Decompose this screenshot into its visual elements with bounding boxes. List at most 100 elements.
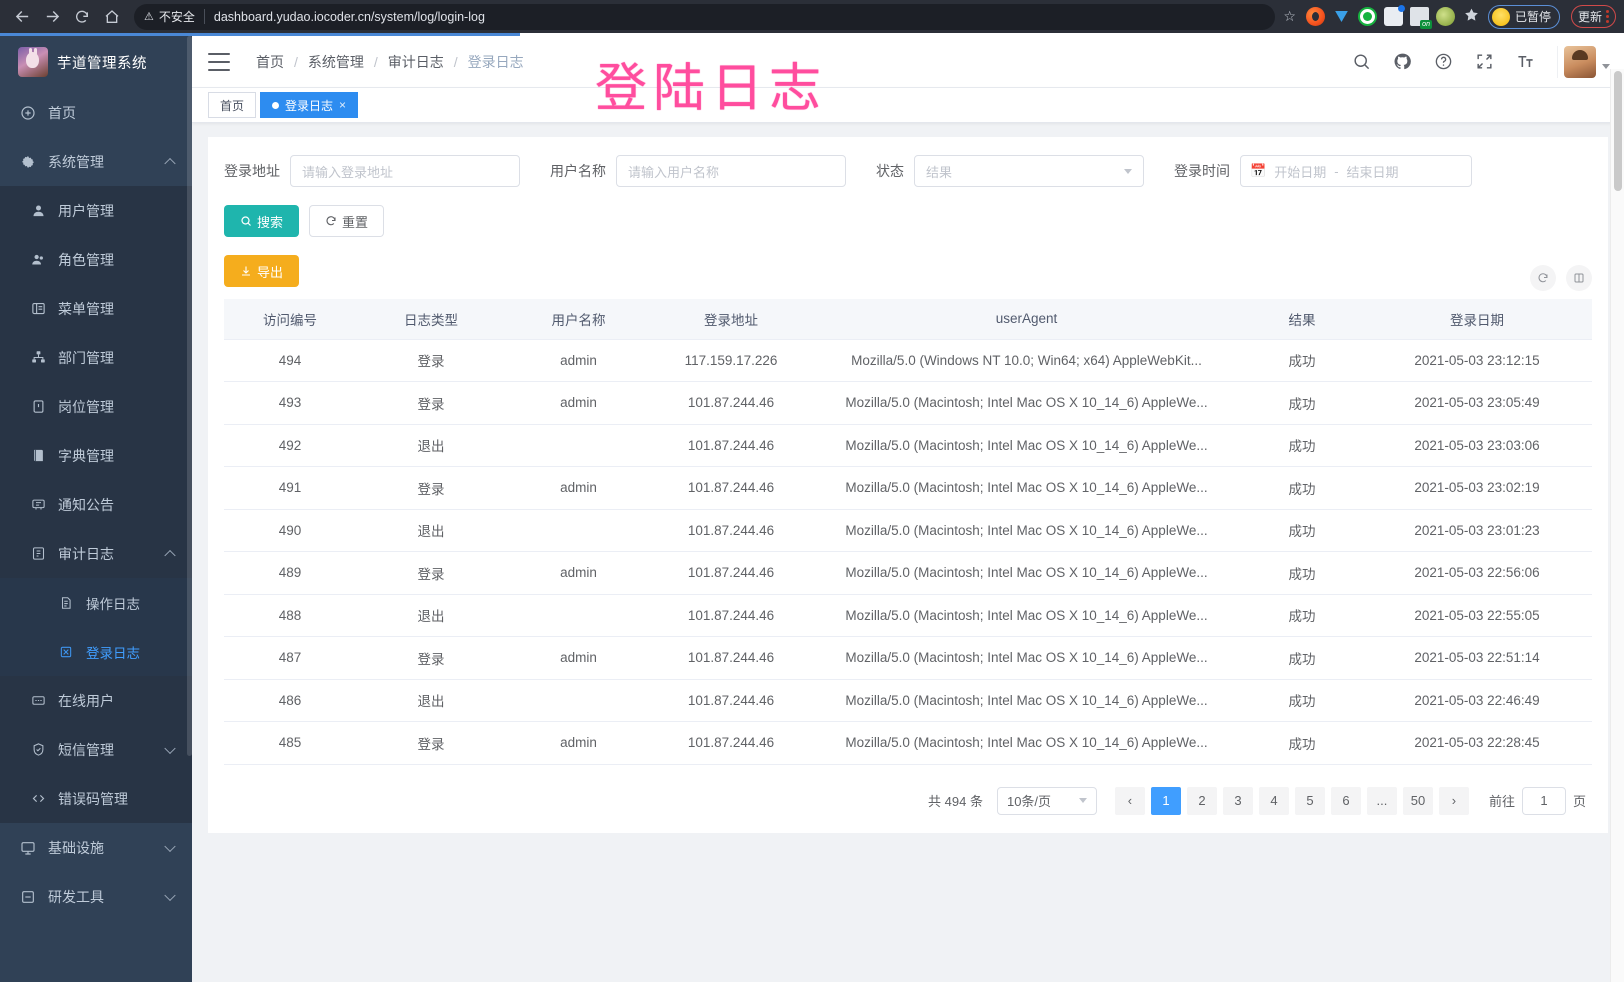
paused-badge[interactable]: 已暂停 <box>1487 4 1560 29</box>
github-icon[interactable] <box>1393 52 1412 71</box>
extension-icon-6[interactable] <box>1435 7 1455 26</box>
paused-label: 已暂停 <box>1514 10 1551 24</box>
sidebar-item-audit-log[interactable]: 审计日志 <box>0 529 192 578</box>
extension-icon-1[interactable] <box>1305 7 1325 26</box>
tab-home[interactable]: 首页 <box>208 92 257 118</box>
sidebar-logo[interactable]: 芋道管理系统 <box>0 36 192 88</box>
back-arrow-icon[interactable] <box>8 3 36 31</box>
sidebar-item-dept-manage[interactable]: 部门管理 <box>0 333 192 382</box>
kebab-menu-icon[interactable] <box>1606 10 1609 23</box>
sidebar-scrollbar[interactable] <box>187 36 192 756</box>
avatar <box>1564 45 1596 78</box>
status-select[interactable]: 结果 <box>914 155 1144 187</box>
refresh-circle-icon[interactable] <box>1530 265 1556 291</box>
forward-arrow-icon[interactable] <box>38 3 66 31</box>
next-page-button[interactable]: › <box>1438 786 1469 815</box>
app-root: 登陆日志 芋道管理系统 首页 系统管理 <box>0 36 1624 982</box>
reload-icon[interactable] <box>68 3 96 31</box>
table-row[interactable]: 491 登录 admin 101.87.244.46 Mozilla/5.0 (Maci… <box>224 466 1592 510</box>
breadcrumb-item-1[interactable]: 系统管理 <box>307 53 364 70</box>
insecure-warning-label: 不安全 <box>158 10 195 24</box>
extension-icon-2[interactable] <box>1332 7 1351 26</box>
page-button-6[interactable]: 6 <box>1330 786 1361 815</box>
cell-user-agent: Mozilla/5.0 (Macintosh; Intel Mac OS X 1… <box>811 594 1242 637</box>
hamburger-icon[interactable] <box>208 52 230 71</box>
cell-login-date: 2021-05-03 23:05:49 <box>1362 381 1592 425</box>
cell-login-date: 2021-05-03 22:55:05 <box>1362 594 1592 637</box>
table-row[interactable]: 493 登录 admin 101.87.244.46 Mozilla/5.0 (Maci… <box>224 381 1592 425</box>
sidebar-item-post-manage[interactable]: 岗位管理 <box>0 382 192 431</box>
sidebar-label: 部门管理 <box>58 349 114 366</box>
sidebar-label: 岗位管理 <box>58 398 114 415</box>
sidebar-item-user-manage[interactable]: 用户管理 <box>0 186 192 235</box>
search-icon[interactable] <box>1352 52 1371 71</box>
page-button-3[interactable]: 3 <box>1222 786 1253 815</box>
page-jump: 前往 1 页 <box>1489 786 1586 815</box>
search-button[interactable]: 搜索 <box>224 205 300 237</box>
login-address-input[interactable]: 请输入登录地址 <box>290 155 520 187</box>
export-button[interactable]: 导出 <box>224 255 300 287</box>
cell-log-type: 登录 <box>356 339 506 382</box>
breadcrumb-item-0[interactable]: 首页 <box>256 53 284 70</box>
sidebar-item-dict-manage[interactable]: 字典管理 <box>0 431 192 480</box>
star-icon[interactable]: ☆ <box>1283 8 1296 24</box>
extension-icon-4[interactable] <box>1383 5 1405 26</box>
sidebar-item-error-code[interactable]: 错误码管理 <box>0 774 192 823</box>
sidebar-item-infra[interactable]: 基础设施 <box>0 823 192 872</box>
columns-circle-icon[interactable] <box>1566 265 1592 291</box>
page-button-50[interactable]: 50 <box>1402 786 1433 815</box>
page-size-select[interactable]: 10条/页 <box>996 786 1097 815</box>
sidebar-item-role-manage[interactable]: 角色管理 <box>0 235 192 284</box>
prev-page-button[interactable]: ‹ <box>1114 786 1145 815</box>
cell-result: 成功 <box>1242 381 1362 425</box>
sidebar-item-sms-manage[interactable]: 短信管理 <box>0 725 192 774</box>
home-icon[interactable] <box>98 3 126 31</box>
table-row[interactable]: 494 登录 admin 117.159.17.226 Mozilla/5.0 (Win… <box>224 339 1592 382</box>
user-menu[interactable] <box>1557 45 1610 78</box>
browser-toolbar: ⚠ 不安全 dashboard.yudao.iocoder.cn/system/… <box>0 0 1624 33</box>
tab-login-log[interactable]: 登录日志 × <box>260 92 359 118</box>
cell-log-type: 退出 <box>356 594 506 637</box>
table-row[interactable]: 490 退出 101.87.244.46 Mozilla/5.0 (Macintosh… <box>224 509 1592 552</box>
cell-login-address: 101.87.244.46 <box>651 551 811 595</box>
sidebar-item-system[interactable]: 系统管理 <box>0 137 192 186</box>
button-label: 搜索 <box>257 214 284 230</box>
update-button[interactable]: 更新 <box>1570 5 1616 28</box>
breadcrumb-item-2[interactable]: 审计日志 <box>387 53 444 70</box>
table-row[interactable]: 488 退出 101.87.244.46 Mozilla/5.0 (Macintosh… <box>224 594 1592 637</box>
close-icon[interactable]: × <box>339 98 347 112</box>
sidebar-item-notice[interactable]: 通知公告 <box>0 480 192 529</box>
login-doc-icon <box>56 642 76 662</box>
sidebar-item-login-log[interactable]: 登录日志 <box>0 627 192 676</box>
font-size-icon[interactable] <box>1516 52 1535 71</box>
app-logo-icon <box>18 47 48 77</box>
sidebar-item-dev-tools[interactable]: 研发工具 <box>0 872 192 921</box>
page-button-5[interactable]: 5 <box>1294 786 1325 815</box>
help-icon[interactable] <box>1434 52 1453 71</box>
page-ellipsis[interactable]: ... <box>1366 786 1397 815</box>
sidebar-item-home[interactable]: 首页 <box>0 88 192 137</box>
table-row[interactable]: 489 登录 admin 101.87.244.46 Mozilla/5.0 (Maci… <box>224 551 1592 595</box>
page-button-1[interactable]: 1 <box>1150 786 1181 815</box>
jump-suffix-label: 页 <box>1572 794 1586 809</box>
sidebar-label: 基础设施 <box>48 839 104 856</box>
jump-page-input[interactable]: 1 <box>1521 786 1566 815</box>
table-row[interactable]: 486 退出 101.87.244.46 Mozilla/5.0 (Macintosh… <box>224 679 1592 722</box>
login-time-daterange[interactable]: 📅 开始日期 - 结束日期 <box>1240 155 1472 187</box>
username-input[interactable]: 请输入用户名称 <box>616 155 846 187</box>
sidebar-item-menu-manage[interactable]: 菜单管理 <box>0 284 192 333</box>
page-scrollbar[interactable] <box>1610 69 1624 982</box>
table-row[interactable]: 487 登录 admin 101.87.244.46 Mozilla/5.0 (Maci… <box>224 636 1592 680</box>
reset-button[interactable]: 重置 <box>309 205 385 237</box>
fullscreen-icon[interactable] <box>1475 52 1494 71</box>
table-row[interactable]: 485 登录 admin 101.87.244.46 Mozilla/5.0 (Maci… <box>224 721 1592 765</box>
address-bar[interactable]: ⚠ 不安全 dashboard.yudao.iocoder.cn/system/… <box>134 3 1276 30</box>
extension-icon-5[interactable]: on <box>1409 7 1432 29</box>
page-button-2[interactable]: 2 <box>1186 786 1217 815</box>
sidebar-item-online-user[interactable]: 在线用户 <box>0 676 192 725</box>
table-row[interactable]: 492 退出 101.87.244.46 Mozilla/5.0 (Macintosh… <box>224 424 1592 467</box>
page-button-4[interactable]: 4 <box>1258 786 1289 815</box>
sidebar-item-operation-log[interactable]: 操作日志 <box>0 578 192 627</box>
extension-icon-3[interactable] <box>1357 7 1377 26</box>
extension-icon-7[interactable] <box>1462 7 1481 26</box>
